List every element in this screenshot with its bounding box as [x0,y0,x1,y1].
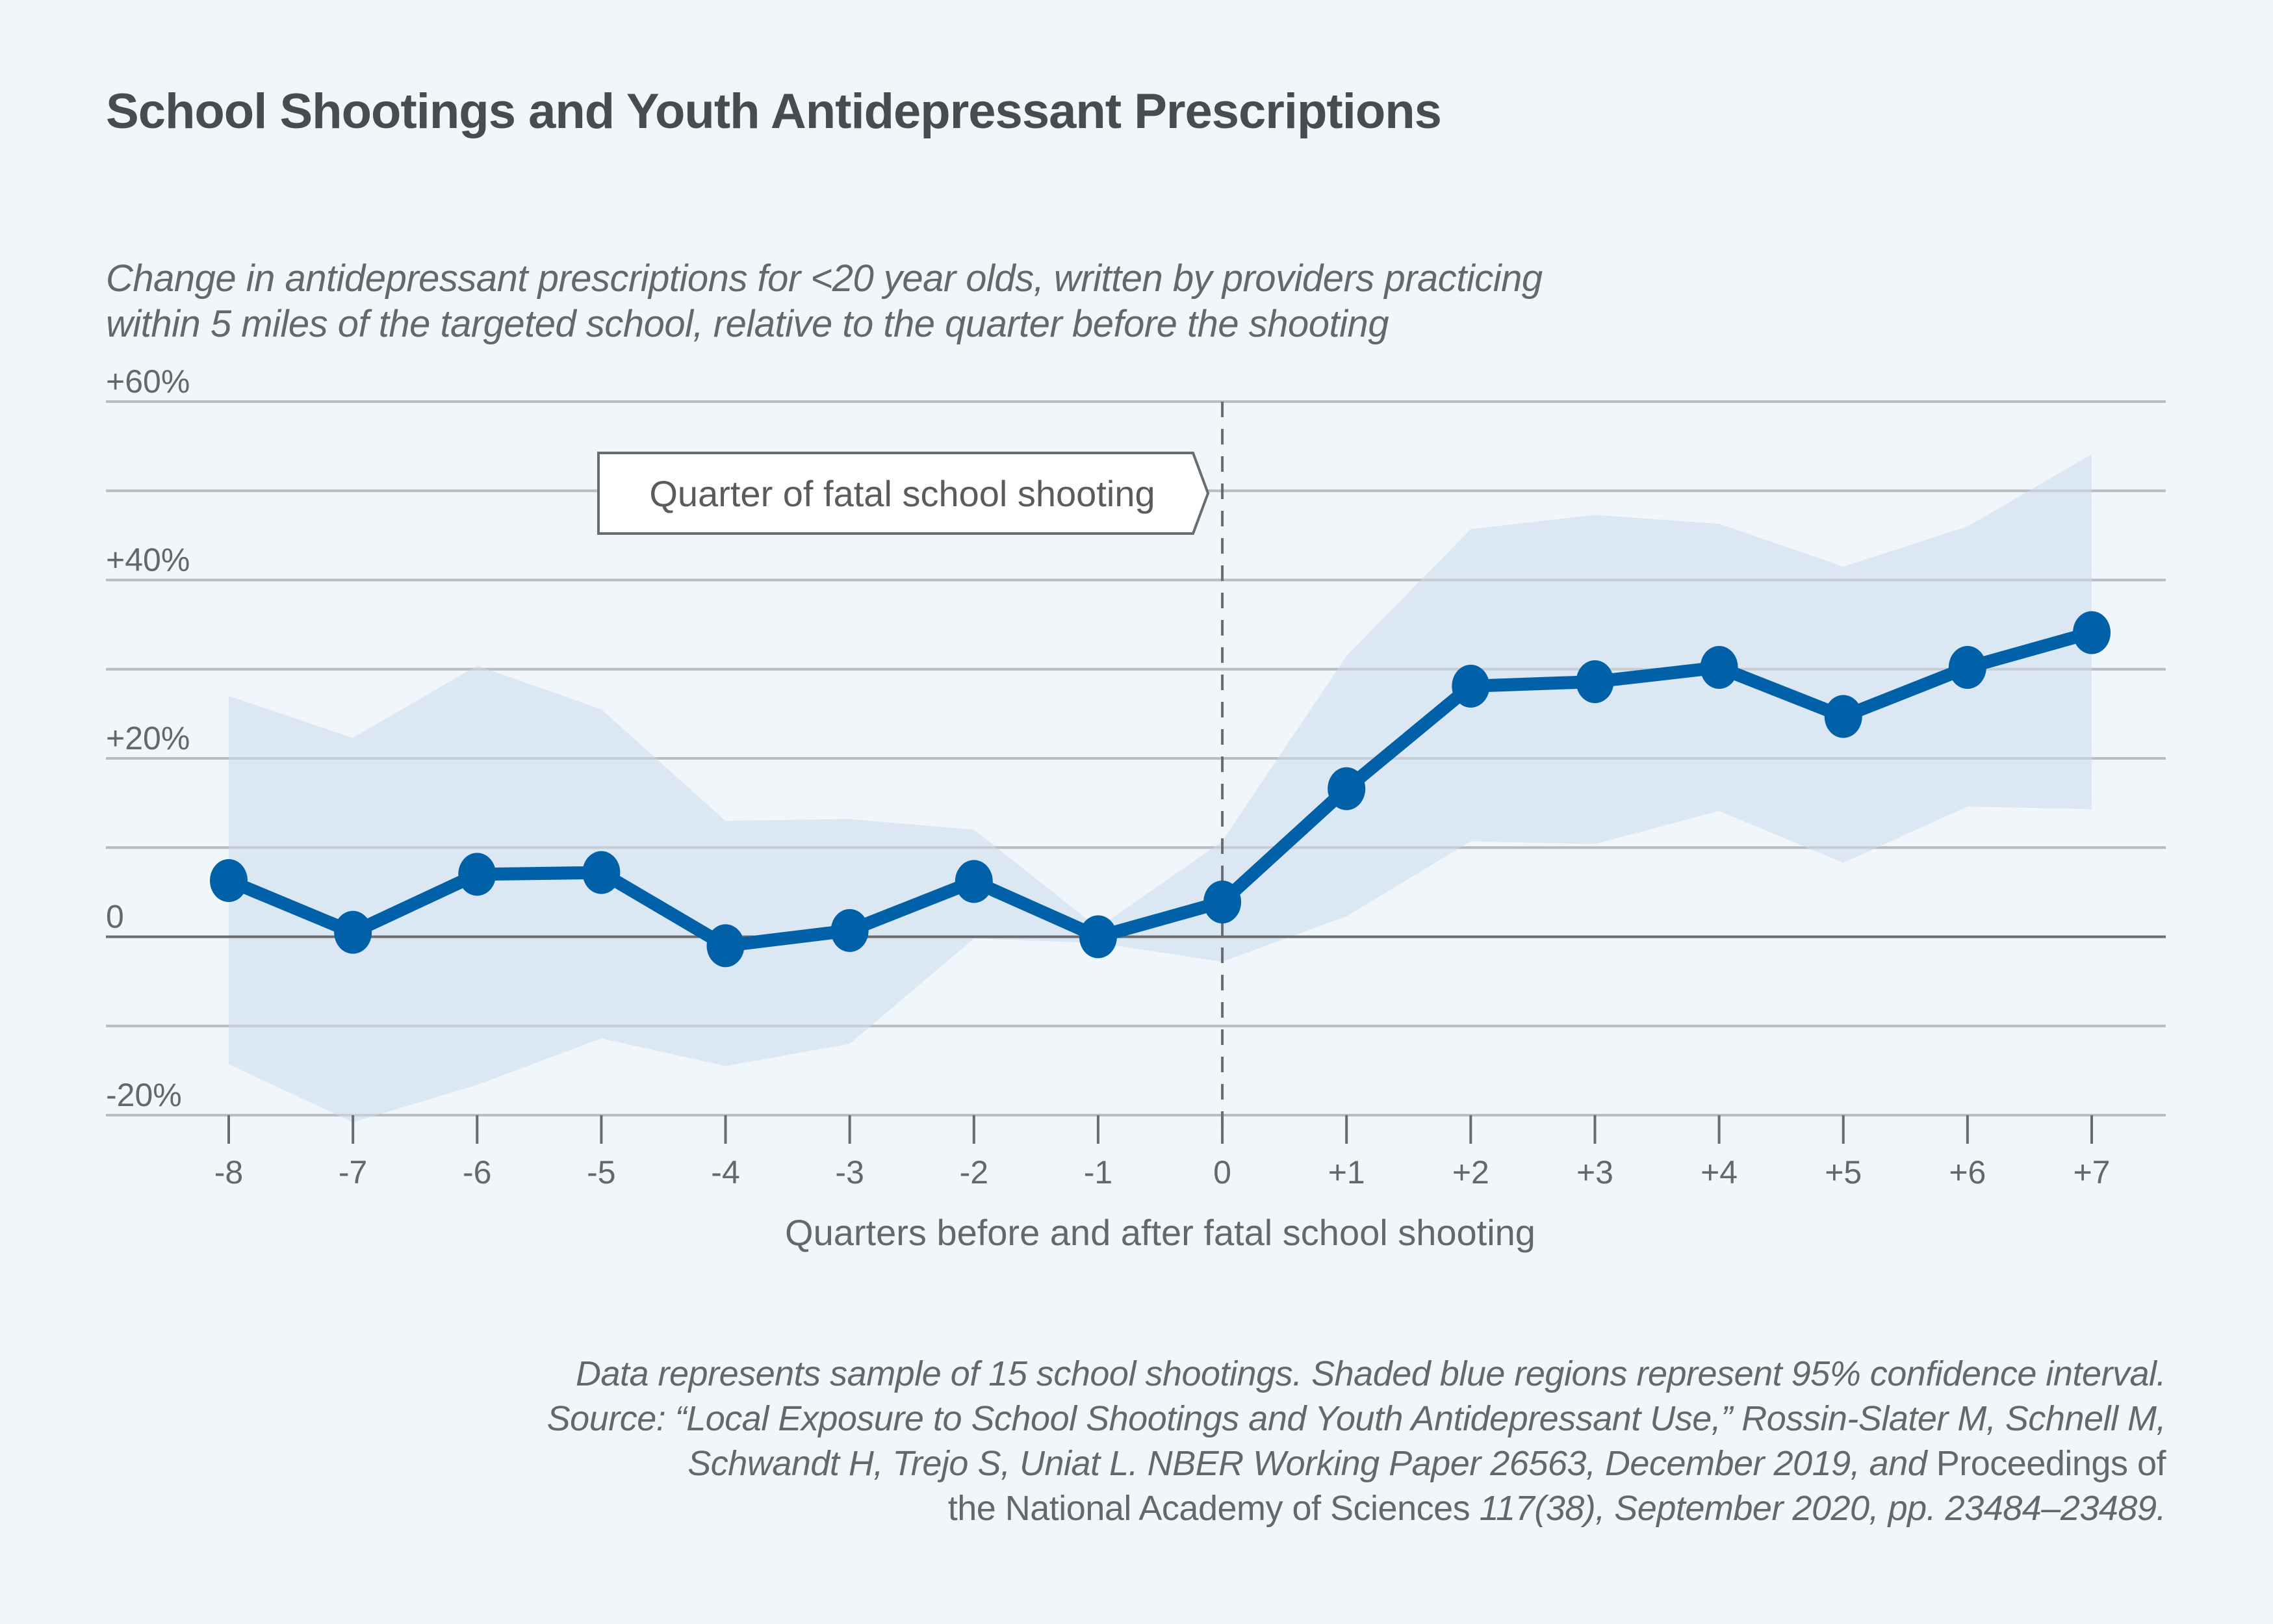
footer-journal-name-part1: Proceedings of [1936,1444,2166,1483]
y-axis-labels: 0 +20% +40% +60% -20% [106,363,190,1113]
confidence-band-layer [106,400,2166,1122]
chart-subtitle-line-1: Change in antidepressant prescriptions f… [106,257,1543,300]
annotation-callout: Quarter of fatal school shooting [597,452,1210,535]
y-tick-label: +20% [106,720,190,756]
x-tick-label: +7 [2073,1154,2110,1191]
footer-source-line-1: Source: “Local Exposure to School Shooti… [546,1399,2166,1438]
footer-journal-name-part2: the National Academy of Sciences [947,1489,1480,1528]
data-point [1328,767,1366,810]
y-tick-label: -20% [106,1077,182,1113]
x-axis-label: Quarters before and after fatal school s… [785,1212,1535,1253]
data-point [830,909,869,952]
data-point [1948,646,1986,690]
footer-source-line-3: the National Academy of Sciences 117(38)… [216,1486,2166,1531]
x-tick-label: -2 [960,1154,988,1191]
x-tick-label: -5 [587,1154,615,1191]
x-tick-label: +1 [1328,1154,1365,1191]
data-point [1576,660,1614,703]
footer-journal-volume: 117(38), September 2020, pp. 23484–23489… [1479,1489,2166,1528]
confidence-interval-band [229,454,2092,1122]
y-tick-label: 0 [106,899,124,935]
chart-subtitle-line-2: within 5 miles of the targeted school, r… [106,303,1389,345]
x-tick-label: +5 [1825,1154,1862,1191]
data-point [334,910,372,954]
data-point [1203,880,1242,923]
data-point [210,859,248,903]
data-point [582,851,621,894]
data-point [1824,695,1862,738]
chart-title: School Shootings and Youth Antidepressan… [106,84,1442,139]
x-tick-label: +6 [1949,1154,1986,1191]
x-tick-label: -3 [835,1154,864,1191]
footer-note: Data represents sample of 15 school shoo… [575,1354,2166,1393]
x-axis-ticks: -8 -7 -6 -5 -4 -3 -2 -1 0 +1 +2 +3 +4 +5 +6 +7 [214,1115,2111,1191]
data-point [706,924,745,968]
data-point [458,853,496,896]
data-point [1079,915,1117,959]
x-tick-label: -6 [463,1154,491,1191]
annotation-box [597,452,1210,535]
series-line [222,626,2098,953]
x-tick-label: -1 [1084,1154,1112,1191]
data-point [1452,664,1490,708]
x-tick-label: -7 [339,1154,367,1191]
y-tick-label: +60% [106,363,190,400]
x-tick-label: +3 [1576,1154,1613,1191]
x-tick-label: -8 [214,1154,243,1191]
data-point [2073,611,2111,654]
chart-footer: Data represents sample of 15 school shoo… [216,1352,2166,1531]
y-tick-label: +40% [106,542,190,578]
x-tick-label: -4 [711,1154,739,1191]
footer-source-line-2: Schwandt H, Trejo S, Uniat L. NBER Worki… [216,1441,2166,1486]
x-tick-label: +2 [1452,1154,1489,1191]
data-point [1700,646,1738,690]
series-layer [210,611,2111,968]
annotation-layer: Quarter of fatal school shooting [597,452,1210,535]
annotation-label: Quarter of fatal school shooting [649,473,1155,514]
data-point [955,860,993,903]
x-tick-label: +4 [1701,1154,1738,1191]
footer-source-citation: Schwandt H, Trejo S, Uniat L. NBER Worki… [687,1444,1936,1483]
x-tick-label: 0 [1213,1154,1231,1191]
